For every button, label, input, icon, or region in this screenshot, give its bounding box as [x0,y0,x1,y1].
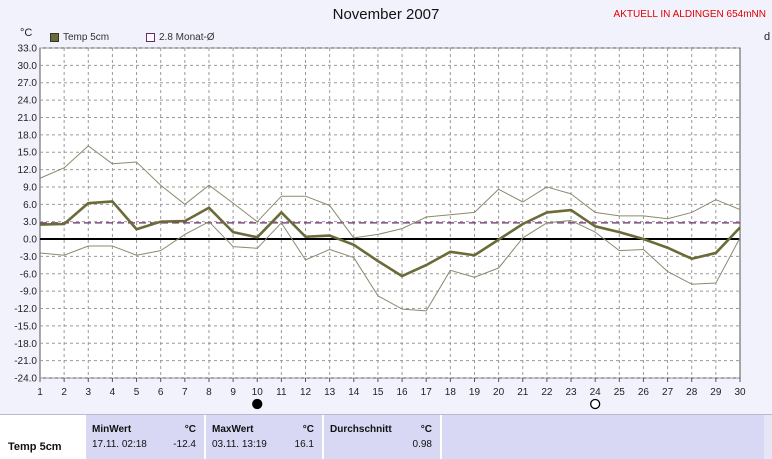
min-title: MinWert [92,424,132,435]
min-datetime: 17.11. 02:18 [92,439,147,450]
legend-swatch-temp [50,33,59,42]
x-tick-label: 14 [348,387,360,398]
y-tick-label: 24.0 [18,96,38,107]
y-tick-label: -12.0 [14,304,37,315]
x-tick-label: 24 [590,387,602,398]
x-tick-label: 10 [252,387,264,398]
y-tick-label: 30.0 [18,61,38,72]
stats-label-cell: Temp 5cm [0,415,86,459]
max-title: MaxWert [212,424,254,435]
x-tick-label: 4 [110,387,116,398]
x-tick-label: 23 [565,387,577,398]
stats-panel: Temp 5cm MinWert °C 17.11. 02:18 -12.4 M… [0,414,772,459]
legend-item-temp: Temp 5cm [50,32,109,43]
right-edge-label: d [764,31,771,43]
y-tick-label: -24.0 [14,374,37,385]
chart-title: November 2007 [332,6,440,23]
series-line-temp-5cm [39,200,741,278]
x-tick-label: 30 [734,387,746,398]
x-tick-label: 21 [517,387,529,398]
max-datetime: 03.11. 13:19 [212,439,267,450]
x-tick-label: 12 [300,387,312,398]
x-tick-label: 20 [493,387,505,398]
new-moon-icon [590,398,601,410]
y-tick-label: -3.0 [20,252,38,263]
data-series [39,145,741,312]
x-tick-label: 15 [372,387,384,398]
max-value: 16.1 [294,439,314,450]
y-tick-label: -15.0 [14,321,37,332]
series-line-lower [39,220,741,312]
avg-title: Durchschnitt [330,424,392,435]
x-tick-label: 26 [638,387,650,398]
stats-max-cell: MaxWert °C 03.11. 13:19 16.1 [206,415,324,459]
min-unit: °C [184,424,196,435]
plot-background [39,47,741,379]
y-tick-label: 0.0 [23,235,37,246]
stats-min-cell: MinWert °C 17.11. 02:18 -12.4 [86,415,206,459]
legend-label-temp: Temp 5cm [63,32,110,43]
y-tick-label: 3.0 [23,217,37,228]
y-tick-label: 6.0 [23,200,37,211]
moon-markers [252,398,601,410]
location-label: AKTUELL IN ALDINGEN 654mNN [613,9,766,20]
y-axis-unit: °C [20,27,33,39]
x-tick-label: 3 [85,387,91,398]
y-tick-label: 33.0 [18,44,38,55]
x-tick-label: 27 [662,387,674,398]
y-tick-label: 9.0 [23,182,37,193]
grid-lines [40,47,740,379]
x-tick-label: 1 [37,387,43,398]
y-tick-label: 18.0 [18,130,38,141]
series-line-upper [39,145,741,239]
legend-item-average: 2.8 Monat-Ø [146,32,215,43]
x-tick-label: 7 [182,387,188,398]
x-axis-labels: 1 2 3 4 5 6 7 8 9 10 11 12 13 14 15 16 17 18 19 20 21 22 23 24 2… [37,378,746,398]
y-tick-label: -21.0 [14,356,37,367]
x-tick-label: 18 [445,387,457,398]
legend-swatch-average [146,33,155,42]
x-tick-label: 5 [134,387,140,398]
x-tick-label: 11 [276,387,287,398]
x-tick-label: 13 [324,387,336,398]
x-tick-label: 6 [158,387,164,398]
y-tick-label: -6.0 [20,269,38,280]
x-tick-label: 9 [230,387,236,398]
y-tick-label: -9.0 [20,287,38,298]
y-tick-label: 15.0 [18,148,38,159]
legend-label-average: 2.8 Monat-Ø [159,32,215,43]
y-tick-label: -18.0 [14,339,37,350]
x-tick-label: 8 [206,387,212,398]
x-tick-label: 2 [61,387,67,398]
full-moon-icon [252,398,263,410]
y-axis-labels: 33.0 30.0 27.0 24.0 21.0 18.0 15.0 12.0 9.0 6.0 3.… [14,44,37,385]
x-tick-label: 17 [421,387,433,398]
max-unit: °C [302,424,314,435]
stats-avg-cell: Durchschnitt °C 0.98 [324,415,442,459]
y-tick-label: 21.0 [18,113,38,124]
y-tick-label: 12.0 [18,165,38,176]
min-value: -12.4 [173,439,196,450]
x-tick-label: 25 [614,387,626,398]
stats-empty-cell [442,415,764,459]
stats-series-label: Temp 5cm [8,441,62,453]
x-tick-label: 29 [710,387,722,398]
avg-unit: °C [420,424,432,435]
x-tick-label: 22 [541,387,553,398]
avg-value: 0.98 [412,439,432,450]
x-tick-label: 28 [686,387,698,398]
x-tick-label: 19 [469,387,481,398]
x-tick-label: 16 [397,387,409,398]
y-tick-label: 27.0 [18,78,38,89]
